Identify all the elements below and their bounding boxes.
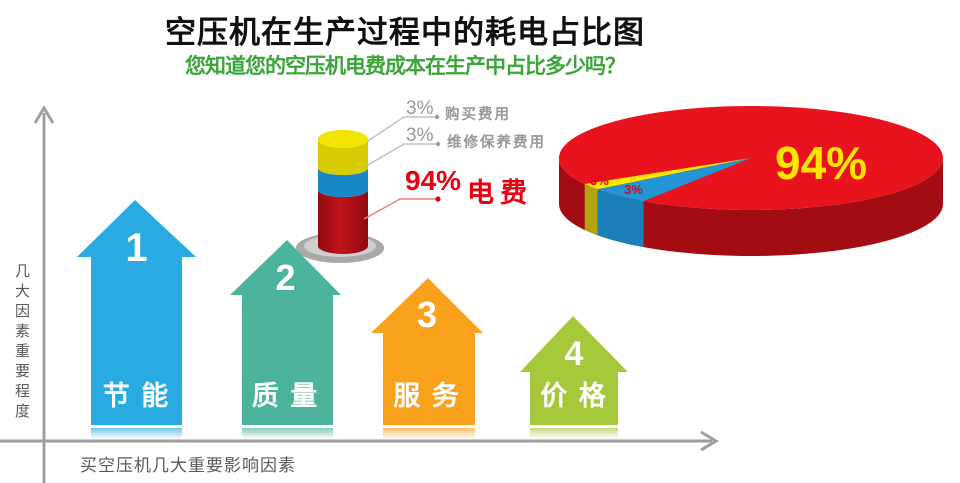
leader-dot-purchase [434,114,440,120]
y-axis-arrowhead-icon [33,105,55,124]
maintenance-pct-label: 3% [406,125,434,146]
factor-rank: 3 [416,294,438,335]
pie-side-yellow [584,184,598,236]
factor-rank: 4 [564,335,584,373]
arrow-up-icon [520,316,628,425]
electricity-pct-label: 94% [405,165,462,196]
factor-arrow-quality: 2 质 量 [230,240,341,425]
pie-chart [559,106,943,256]
pie-slice-purchase [584,158,751,190]
factor-label: 节 能 [102,381,171,411]
cylinder-chart [296,130,384,263]
page-subtitle: 您知道您的空压机电费成本在生产中占比多少吗？ [185,55,626,78]
page-title: 空压机在生产过程中的耗电占比图 [165,15,645,50]
factor-rank: 2 [275,257,296,298]
factor-arrow-service: 3 服 务 [371,278,483,425]
cylinder-segment-electricity [318,190,368,254]
purchase-name-label: 购买费用 [445,107,511,123]
factor-arrow-energy-saving: 1 节 能 [77,200,196,425]
cylinder-segment-maintenance [318,168,368,197]
x-axis-label: 买空压机几大重要影响因素 [80,456,296,475]
cylinder-segment-purchase [318,139,368,175]
factor-label: 质 量 [251,381,320,411]
pie-side-red [559,158,943,256]
factor-label: 服 务 [393,381,461,411]
x-axis-arrowhead-icon [700,430,719,452]
reflection-energy-saving [91,428,182,439]
purchase-pct-label: 3% [406,98,434,119]
arrow-up-icon [371,278,483,425]
arrow-up-icon [77,200,196,425]
electricity-name-label: 电费 [467,178,533,208]
pie-purchase-label: 3% [590,173,609,188]
pie-slice-maintenance [597,158,751,202]
y-axis-label: 几大因素重要程度 [13,263,30,423]
pie-side-blue [597,189,644,248]
factor-arrow-price: 4 价 格 [520,316,628,425]
factor-label: 价 格 [540,381,608,411]
pie-maintenance-label: 3% [624,182,643,197]
pie-electricity-label: 94% [775,137,868,189]
reflection-price [530,428,618,439]
cylinder-top-ellipse [318,130,368,148]
maintenance-name-label: 维修保养费用 [447,135,546,151]
factor-rank: 1 [125,226,148,270]
reflection-quality [242,428,333,439]
arrow-up-icon [230,240,341,425]
reflection-service [383,428,475,439]
